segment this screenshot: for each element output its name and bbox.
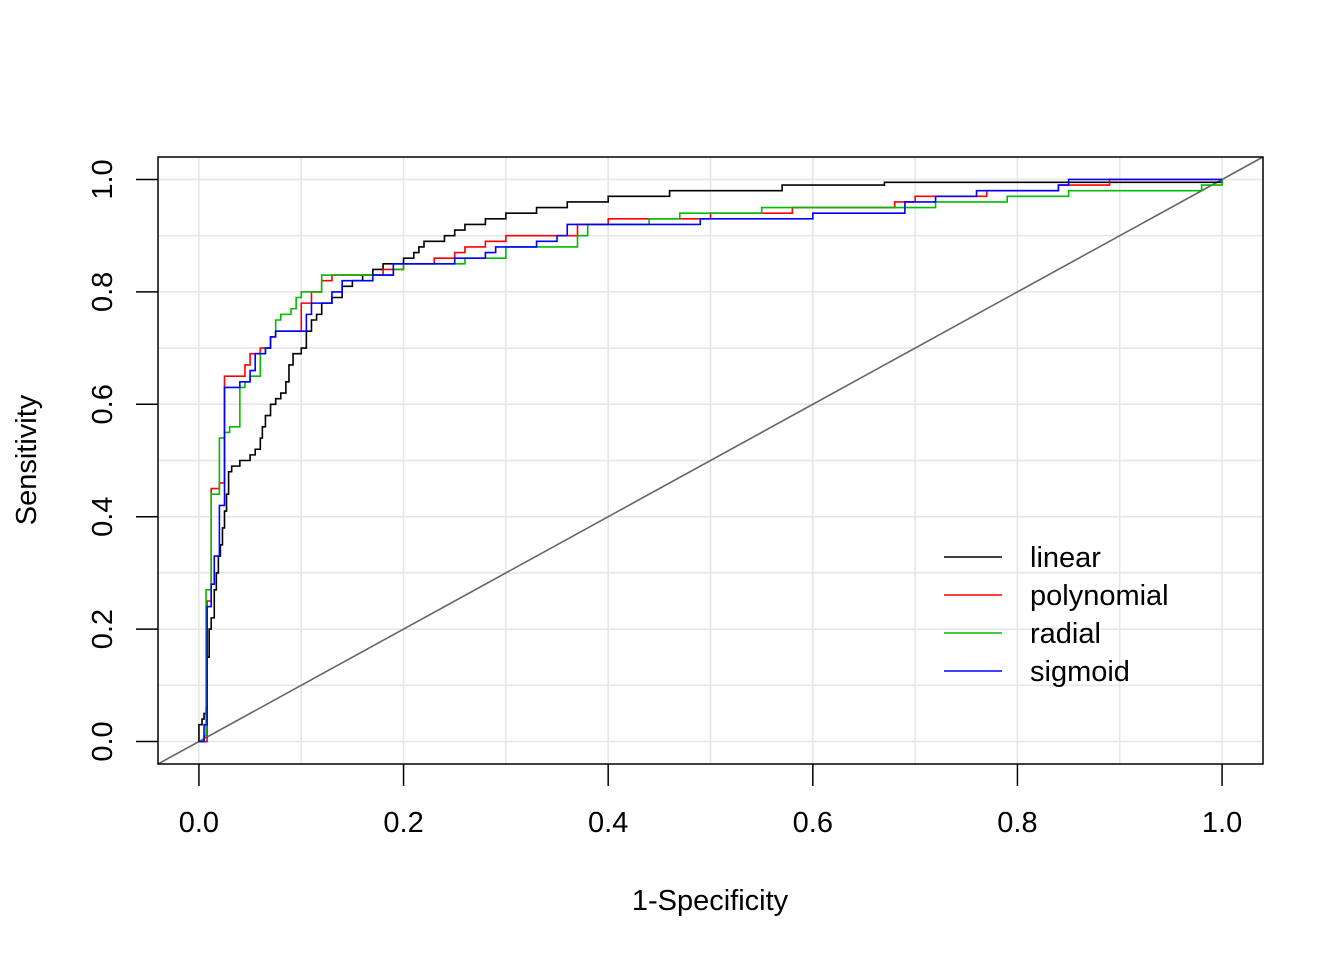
x-tick-label: 0.4 [588, 807, 628, 839]
x-axis: 0.0 0.2 0.4 0.6 0.8 1.0 [179, 764, 1242, 839]
x-tick-label: 1.0 [1202, 807, 1242, 839]
y-tick-label: 1.0 [87, 159, 119, 199]
y-tick-label: 0.8 [87, 272, 119, 312]
legend-label-sigmoid: sigmoid [1030, 656, 1130, 688]
series-line-linear [198, 179, 1223, 742]
plot-border [157, 156, 1264, 765]
y-tick-label: 0.6 [87, 384, 119, 424]
y-axis-title: Sensitivity [11, 394, 43, 525]
x-tick-label: 0.0 [179, 807, 219, 839]
y-tick-label: 0.0 [87, 721, 119, 761]
legend-label-polynomial: polynomial [1030, 580, 1169, 612]
x-tick-label: 0.2 [383, 807, 423, 839]
x-axis-title: 1-Specificity [632, 885, 789, 917]
legend-label-radial: radial [1030, 618, 1101, 650]
y-axis: 0.0 0.2 0.4 0.6 0.8 1.0 [87, 159, 158, 762]
legend: linear polynomial radial sigmoid [944, 542, 1169, 688]
series-line-sigmoid [198, 178, 1223, 743]
y-tick-label: 0.4 [87, 497, 119, 537]
x-tick-label: 0.6 [793, 807, 833, 839]
legend-label-linear: linear [1030, 542, 1101, 574]
x-tick-label: 0.8 [997, 807, 1037, 839]
y-tick-label: 0.2 [87, 609, 119, 649]
series-group [198, 178, 1223, 743]
reference-diagonal-line [157, 156, 1264, 765]
